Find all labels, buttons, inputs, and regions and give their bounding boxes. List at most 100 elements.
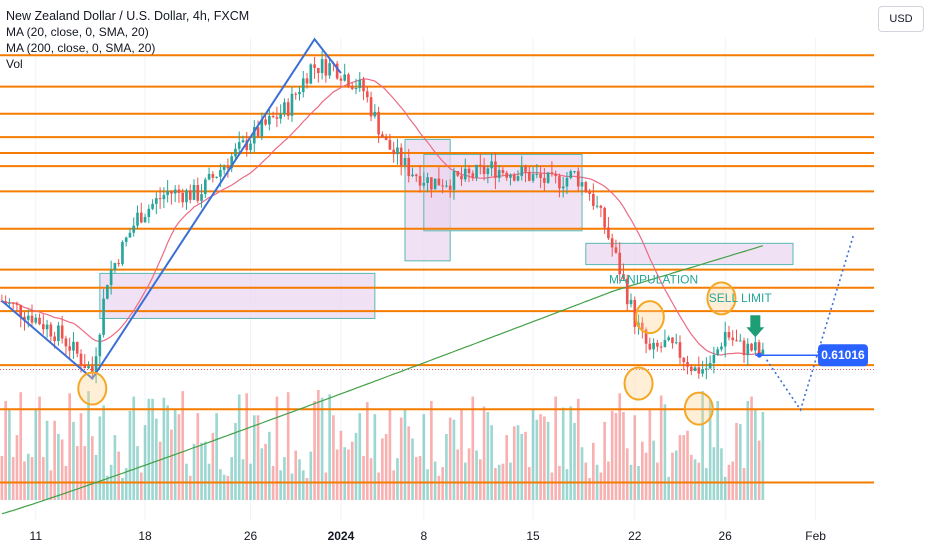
candle-body — [738, 340, 742, 342]
candle-body — [139, 212, 143, 223]
volume-bar — [42, 457, 45, 500]
candle-body — [554, 173, 557, 177]
volume-bar — [124, 468, 128, 500]
x-tick-label: Feb — [805, 529, 826, 543]
highlight-circle — [683, 391, 714, 426]
volume-bar — [614, 413, 618, 500]
volume-bar — [136, 446, 139, 500]
candle-body — [629, 299, 633, 305]
volume-bar — [550, 472, 554, 500]
volume-bar — [102, 405, 105, 500]
candle-body — [479, 164, 482, 166]
candle-body — [384, 137, 388, 140]
candle-body — [640, 322, 644, 330]
candle-body — [396, 147, 399, 155]
candle-body — [309, 64, 313, 84]
candle-body — [264, 119, 267, 125]
candle-body — [674, 342, 678, 344]
volume-bar — [320, 397, 324, 500]
candle-body — [716, 349, 719, 355]
volume-bar — [49, 470, 53, 500]
candle-body — [279, 114, 282, 119]
candle-body — [185, 190, 188, 203]
volume-bar — [377, 472, 380, 500]
candle-body — [177, 189, 181, 193]
volume-bar — [539, 414, 542, 500]
volume-bar — [181, 391, 185, 500]
volume-bar — [746, 401, 750, 500]
volume-bar — [343, 447, 347, 500]
candle-body — [317, 67, 320, 74]
volume-bar — [757, 440, 761, 500]
candle-body — [275, 117, 279, 119]
candle-body — [550, 172, 554, 174]
candle-body — [482, 165, 486, 175]
candle-body — [633, 299, 637, 327]
candle-body — [252, 127, 256, 144]
candle-body — [301, 78, 305, 92]
candle-body — [347, 74, 350, 87]
candle-body — [607, 227, 610, 239]
volume-bar — [644, 452, 648, 500]
volume-bar — [678, 435, 682, 500]
volume-bar — [8, 408, 11, 500]
projection-path — [765, 235, 855, 412]
volume-indicator-label[interactable]: Vol — [6, 57, 23, 71]
volume-bar — [60, 439, 64, 500]
volume-bar — [720, 448, 723, 500]
candle-body — [162, 195, 166, 200]
candle-body — [501, 170, 505, 173]
candle-body — [742, 340, 746, 356]
candle-body — [445, 185, 448, 187]
ma200-indicator-label[interactable]: MA (200, close, 0, SMA, 20) — [6, 41, 156, 55]
candle-body — [268, 115, 271, 125]
highlight-circle — [77, 371, 108, 406]
candle-body — [712, 354, 716, 364]
candle-body — [689, 366, 693, 372]
candle-body — [83, 364, 87, 369]
current-price-dot — [756, 352, 762, 358]
zone-box — [585, 242, 794, 266]
volume-bar — [701, 391, 704, 500]
ma20-indicator-label[interactable]: MA (20, close, 0, SMA, 20) — [6, 25, 149, 39]
volume-bar — [520, 434, 524, 500]
currency-button[interactable]: USD — [878, 6, 924, 32]
candle-body — [102, 298, 105, 335]
volume-bar — [565, 469, 569, 500]
volume-bar — [256, 415, 260, 500]
volume-bar — [286, 392, 290, 500]
candle-body — [79, 353, 83, 365]
volume-bar — [509, 462, 512, 500]
candle-body — [369, 97, 373, 117]
volume-bar — [196, 413, 200, 500]
volume-bar — [735, 423, 738, 500]
volume-bar — [222, 474, 226, 500]
candle-body — [72, 341, 75, 351]
volume-bar — [603, 421, 606, 500]
volume-bar — [403, 408, 407, 500]
volume-bar — [433, 461, 437, 500]
candle-body — [283, 102, 286, 115]
volume-bar — [328, 394, 331, 500]
volume-bar — [659, 395, 663, 500]
volume-bar — [241, 459, 245, 500]
x-tick-label: 22 — [628, 529, 642, 543]
candle-body — [411, 174, 414, 177]
volume-bar — [38, 396, 41, 500]
candle-body — [580, 182, 584, 187]
volume-bar — [742, 468, 746, 500]
volume-bar — [490, 425, 493, 500]
candle-body — [618, 252, 622, 275]
candle-body — [437, 178, 441, 186]
candle-body — [4, 301, 7, 304]
volume-bar — [4, 401, 7, 500]
candle-body — [399, 147, 403, 166]
volume-bar — [317, 390, 320, 500]
candle-body — [678, 342, 682, 358]
volume-bar — [663, 404, 667, 500]
volume-bar — [494, 468, 497, 500]
volume-bar — [607, 461, 610, 500]
candle-body — [460, 175, 463, 180]
volume-bar — [708, 399, 712, 500]
